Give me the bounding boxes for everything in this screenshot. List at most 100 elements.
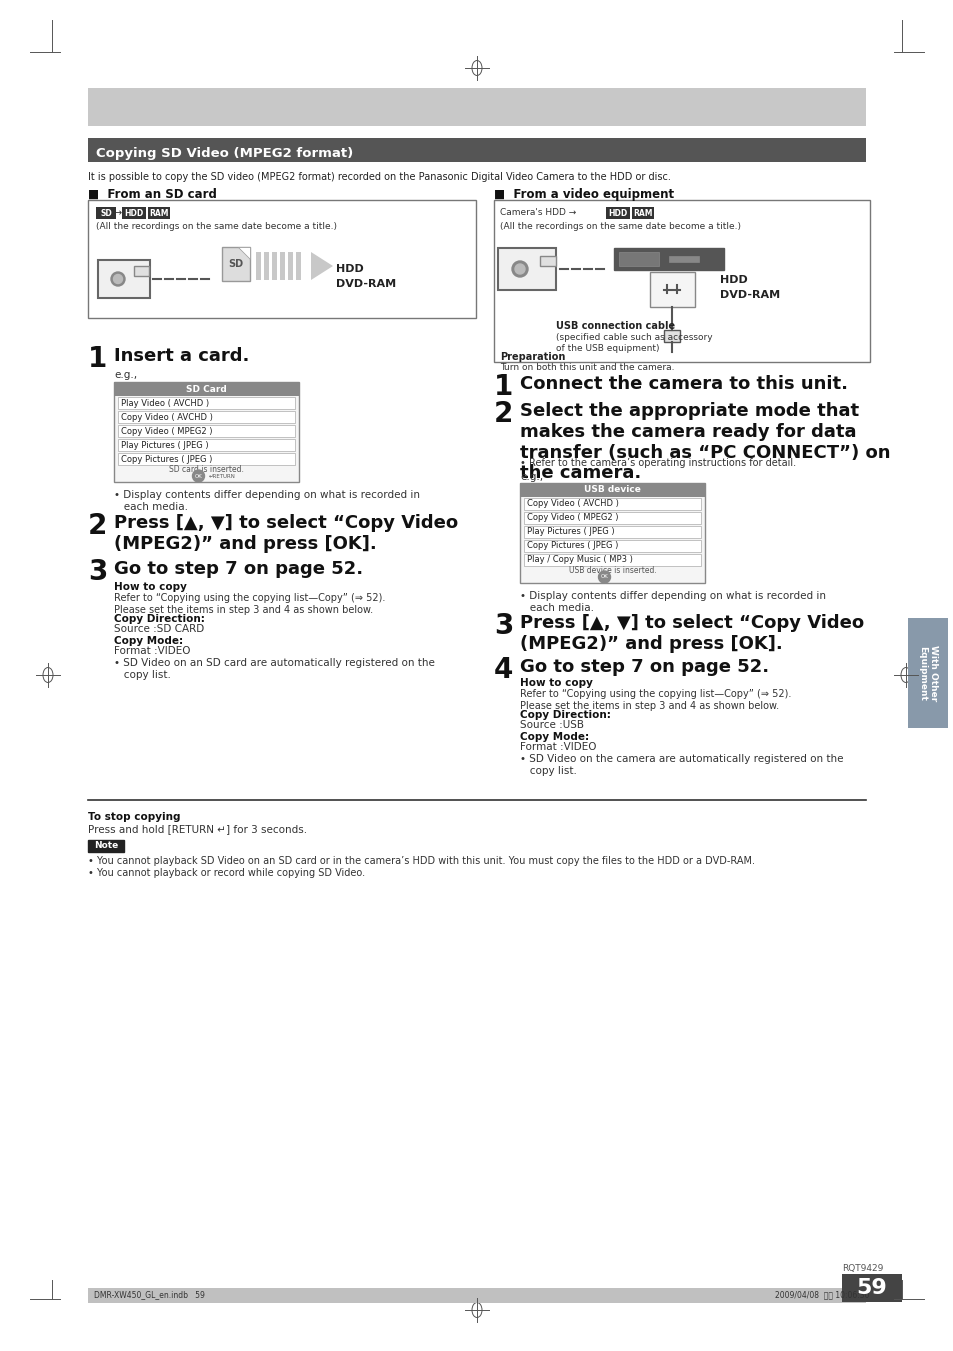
Text: 59: 59 <box>856 1278 886 1298</box>
Text: Camera's HDD →: Camera's HDD → <box>499 208 576 218</box>
Text: Preparation: Preparation <box>499 353 565 362</box>
Text: →: → <box>113 208 122 218</box>
FancyBboxPatch shape <box>631 207 654 219</box>
FancyBboxPatch shape <box>494 200 869 362</box>
Text: SD card is inserted.: SD card is inserted. <box>169 465 244 474</box>
FancyBboxPatch shape <box>88 1288 865 1302</box>
Text: 2009/04/08  午前 10:06:30: 2009/04/08 午前 10:06:30 <box>775 1290 869 1300</box>
Text: HDD: HDD <box>124 208 144 218</box>
Text: ■  From an SD card: ■ From an SD card <box>88 188 216 201</box>
Text: e.g.,: e.g., <box>113 370 137 380</box>
Text: • Refer to the camera’s operating instructions for detail.: • Refer to the camera’s operating instru… <box>519 458 796 467</box>
Text: • Display contents differ depending on what is recorded in
   each media.: • Display contents differ depending on w… <box>113 490 419 512</box>
Text: Press and hold [RETURN ↵] for 3 seconds.: Press and hold [RETURN ↵] for 3 seconds. <box>88 824 307 834</box>
Text: SD Card: SD Card <box>186 385 227 393</box>
Text: OK: OK <box>194 473 202 478</box>
FancyBboxPatch shape <box>519 484 704 584</box>
FancyBboxPatch shape <box>649 272 695 307</box>
Text: Copy Direction:: Copy Direction: <box>519 711 610 720</box>
Text: Refer to “Copying using the copying list—Copy” (⇒ 52).
Please set the items in s: Refer to “Copying using the copying list… <box>113 593 385 615</box>
FancyBboxPatch shape <box>618 253 659 266</box>
FancyBboxPatch shape <box>133 266 149 276</box>
Text: 3: 3 <box>494 612 513 640</box>
FancyBboxPatch shape <box>523 554 700 566</box>
FancyBboxPatch shape <box>98 259 150 299</box>
Text: 4: 4 <box>494 657 513 684</box>
Text: Press [▲, ▼] to select “Copy Video
(MPEG2)” and press [OK].: Press [▲, ▼] to select “Copy Video (MPEG… <box>519 613 863 653</box>
Text: Note: Note <box>93 842 118 851</box>
Text: Play Video ( AVCHD ): Play Video ( AVCHD ) <box>121 399 209 408</box>
Text: • SD Video on an SD card are automatically registered on the
   copy list.: • SD Video on an SD card are automatical… <box>113 658 435 680</box>
FancyBboxPatch shape <box>148 207 170 219</box>
FancyBboxPatch shape <box>88 840 124 852</box>
Text: • You cannot playback SD Video on an SD card or in the camera’s HDD with this un: • You cannot playback SD Video on an SD … <box>88 857 754 878</box>
Text: Format :VIDEO: Format :VIDEO <box>113 646 191 657</box>
Text: (All the recordings on the same date become a title.): (All the recordings on the same date bec… <box>96 222 336 231</box>
Text: DVD-RAM: DVD-RAM <box>335 280 395 289</box>
Text: Copy Video ( AVCHD ): Copy Video ( AVCHD ) <box>121 412 213 422</box>
Text: Refer to “Copying using the copying list—Copy” (⇒ 52).
Please set the items in s: Refer to “Copying using the copying list… <box>519 689 791 711</box>
Text: Go to step 7 on page 52.: Go to step 7 on page 52. <box>113 561 363 578</box>
FancyBboxPatch shape <box>523 512 700 524</box>
FancyBboxPatch shape <box>255 253 261 280</box>
Text: USB device is inserted.: USB device is inserted. <box>568 566 656 576</box>
FancyBboxPatch shape <box>118 439 294 451</box>
FancyBboxPatch shape <box>113 382 298 396</box>
FancyBboxPatch shape <box>605 207 629 219</box>
Text: Connect the camera to this unit.: Connect the camera to this unit. <box>519 376 847 393</box>
Text: 3: 3 <box>88 558 108 586</box>
Text: Copy Video ( MPEG2 ): Copy Video ( MPEG2 ) <box>121 427 213 435</box>
FancyBboxPatch shape <box>841 1274 901 1302</box>
Text: of the USB equipment): of the USB equipment) <box>556 345 659 353</box>
Text: OK: OK <box>600 574 608 580</box>
FancyBboxPatch shape <box>88 200 476 317</box>
FancyBboxPatch shape <box>497 249 556 290</box>
Text: 2: 2 <box>88 512 108 540</box>
Polygon shape <box>237 247 250 259</box>
FancyBboxPatch shape <box>113 382 298 482</box>
Polygon shape <box>311 253 333 280</box>
Text: ■  From a video equipment: ■ From a video equipment <box>494 188 674 201</box>
FancyBboxPatch shape <box>264 253 269 280</box>
Text: ↵RETURN: ↵RETURN <box>209 473 235 478</box>
Text: 2: 2 <box>494 400 513 428</box>
FancyBboxPatch shape <box>523 526 700 538</box>
Text: HDD: HDD <box>335 263 363 274</box>
Text: Copy Video ( AVCHD ): Copy Video ( AVCHD ) <box>526 500 618 508</box>
Text: SD: SD <box>100 208 112 218</box>
Text: (specified cable such as accessory: (specified cable such as accessory <box>556 332 712 342</box>
Text: Source :USB: Source :USB <box>519 720 583 730</box>
FancyBboxPatch shape <box>614 249 723 270</box>
Text: Select the appropriate mode that
makes the camera ready for data
transfer (such : Select the appropriate mode that makes t… <box>519 403 889 482</box>
Circle shape <box>598 571 610 584</box>
FancyBboxPatch shape <box>523 499 700 509</box>
Text: Play Pictures ( JPEG ): Play Pictures ( JPEG ) <box>121 440 209 450</box>
Text: • Display contents differ depending on what is recorded in
   each media.: • Display contents differ depending on w… <box>519 590 825 612</box>
Text: USB connection cable: USB connection cable <box>556 322 675 331</box>
Text: RAM: RAM <box>149 208 169 218</box>
FancyBboxPatch shape <box>288 253 293 280</box>
Text: RQT9429: RQT9429 <box>841 1265 882 1273</box>
FancyBboxPatch shape <box>88 138 865 162</box>
Text: 1: 1 <box>494 373 513 401</box>
Text: SD: SD <box>228 259 243 269</box>
FancyBboxPatch shape <box>118 453 294 465</box>
Text: With Other
Equipment: With Other Equipment <box>918 644 937 701</box>
Text: DMR-XW450_GL_en.indb   59: DMR-XW450_GL_en.indb 59 <box>94 1290 205 1300</box>
FancyBboxPatch shape <box>295 253 301 280</box>
Text: Copy Mode:: Copy Mode: <box>113 636 183 646</box>
Text: Copy Mode:: Copy Mode: <box>519 732 589 742</box>
Text: Copy Pictures ( JPEG ): Copy Pictures ( JPEG ) <box>526 542 618 550</box>
FancyBboxPatch shape <box>668 255 699 262</box>
Text: HDD: HDD <box>608 208 627 218</box>
Text: Format :VIDEO: Format :VIDEO <box>519 742 596 753</box>
Text: How to copy: How to copy <box>113 582 187 592</box>
Text: Copying SD Video (MPEG2 format): Copying SD Video (MPEG2 format) <box>96 146 353 159</box>
Text: e.g.,: e.g., <box>519 471 542 482</box>
Text: Press [▲, ▼] to select “Copy Video
(MPEG2)” and press [OK].: Press [▲, ▼] to select “Copy Video (MPEG… <box>113 513 457 553</box>
Text: Play Pictures ( JPEG ): Play Pictures ( JPEG ) <box>526 527 614 536</box>
Text: Copy Pictures ( JPEG ): Copy Pictures ( JPEG ) <box>121 454 213 463</box>
Text: Insert a card.: Insert a card. <box>113 347 249 365</box>
FancyBboxPatch shape <box>88 88 865 126</box>
FancyBboxPatch shape <box>907 617 947 728</box>
